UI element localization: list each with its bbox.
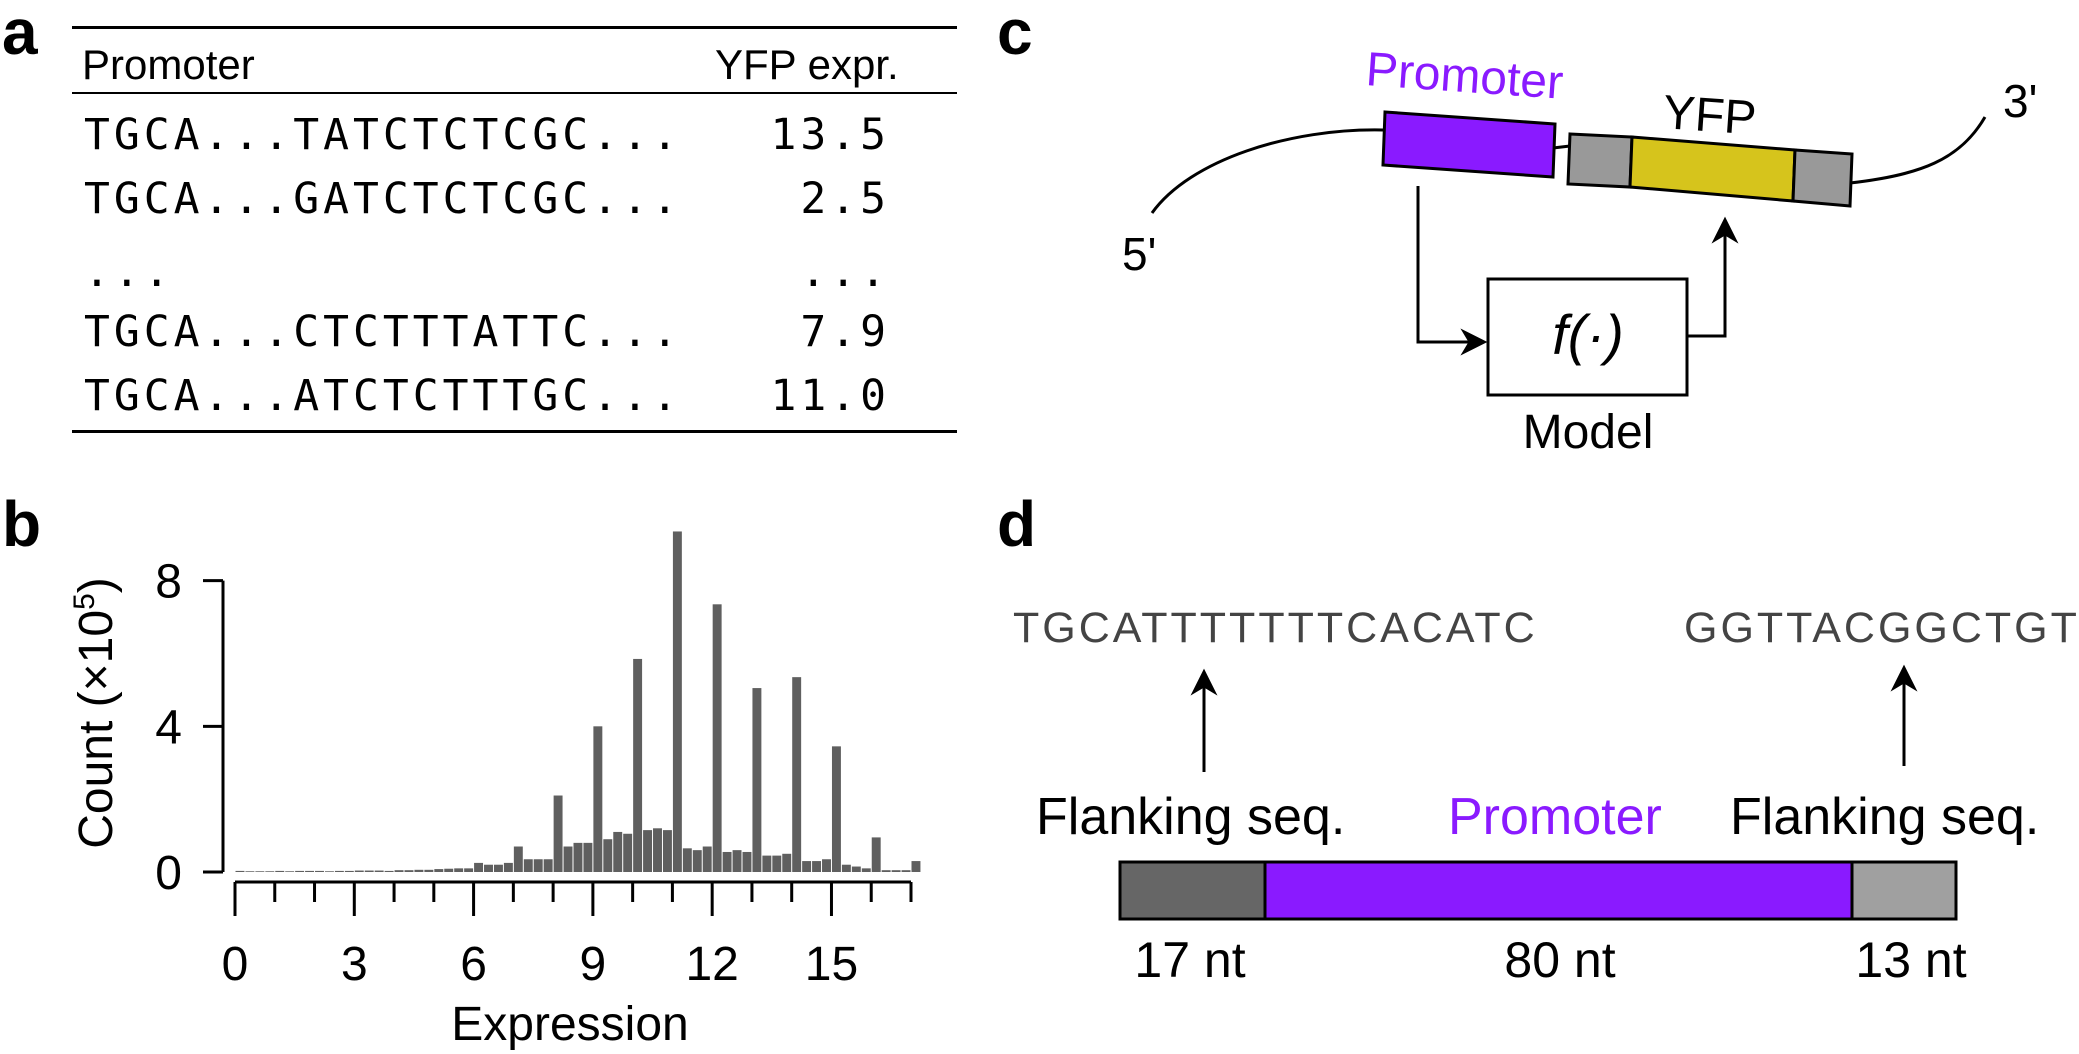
right-flank-length: 13 nt — [1855, 932, 1966, 988]
table-top-rule — [72, 26, 957, 29]
table-header-rule — [72, 92, 957, 94]
table-row-seq: TGCA...TATCTCTCGC... — [84, 110, 682, 160]
five-prime-label: 5' — [1122, 228, 1156, 280]
left-flank-length: 17 nt — [1134, 932, 1245, 988]
promoter-length: 80 nt — [1504, 932, 1615, 988]
model-function: f(·) — [1552, 303, 1624, 366]
dna-strand-5prime — [1150, 128, 1384, 214]
table-header-promoter: Promoter — [82, 41, 255, 88]
left-flank-sequence: TGCATTTTTTTCACATC — [1013, 604, 1538, 652]
table-bottom-rule — [72, 430, 957, 433]
table-row-expr: 13.5 — [770, 110, 890, 160]
promoter-segment — [1263, 860, 1854, 921]
promoter-to-model-arrow — [1416, 186, 1488, 356]
construct-yfp-label: YFP — [1661, 86, 1758, 145]
table-row-seq: TGCA...CTCTTTATTC... — [84, 307, 682, 357]
table-row-seq: TGCA...ATCTCTTTGC... — [84, 371, 682, 421]
table-row-seq: TGCA...GATCTCTCGC... — [84, 174, 682, 224]
right-flank-label: Flanking seq. — [1730, 788, 2039, 846]
left-flank-label: Flanking seq. — [1036, 788, 1345, 846]
model-to-yfp-arrow — [1687, 216, 1739, 338]
yfp-right-cap — [1791, 148, 1854, 208]
table-row-expr: 7.9 — [800, 307, 890, 357]
panel-label-a: a — [2, 0, 38, 68]
left-flank-segment — [1118, 860, 1267, 921]
promoter-block — [1381, 110, 1557, 179]
model-box — [1486, 277, 1689, 397]
promoter-region-label: Promoter — [1448, 788, 1662, 846]
right-flank-sequence: GGTTACGGCTGTT — [1684, 604, 2079, 652]
model-label: Model — [1523, 406, 1654, 459]
right-flank-segment — [1850, 860, 1958, 921]
table-row-expr: ... — [800, 247, 890, 297]
table-row-expr: 2.5 — [800, 174, 890, 224]
table-header-expr: YFP expr. — [715, 41, 899, 88]
dna-strand-3prime — [1849, 116, 1987, 185]
table-row-seq: ... — [84, 247, 174, 297]
three-prime-label: 3' — [2003, 75, 2037, 127]
panel-label-b: b — [2, 488, 42, 560]
dna-strand-linker — [1552, 144, 1571, 150]
panel-label-c: c — [997, 0, 1033, 68]
table-row-expr: 11.0 — [770, 371, 890, 421]
panel-label-d: d — [997, 488, 1037, 560]
